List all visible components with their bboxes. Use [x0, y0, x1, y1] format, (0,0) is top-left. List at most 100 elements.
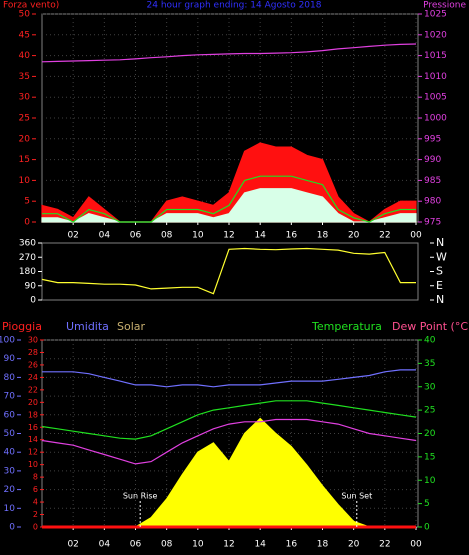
x-tick-label: 14 [254, 540, 266, 550]
y2-tick-label: 1025 [424, 10, 447, 20]
y2-tick-label: 30 [28, 336, 38, 345]
annotation-label: Sun Set [341, 492, 372, 501]
series-line [41, 43, 417, 63]
x-tick-label: 12 [223, 231, 234, 241]
y2-tick-label: 1005 [424, 93, 447, 103]
x-tick-label: 14 [254, 231, 266, 241]
x-tick-label: 20 [348, 540, 360, 550]
y2-tick-label: 990 [424, 155, 441, 165]
x-tick-label: 10 [192, 231, 204, 241]
y2-tick-label: E [436, 279, 443, 292]
y2-tick-label: 6 [33, 485, 38, 494]
x-tick-label: 10 [192, 540, 204, 550]
y-tick-label: 0 [30, 296, 36, 306]
y-tick-label: 360 [19, 239, 36, 249]
y-tick-label: 25 [19, 114, 30, 124]
y2-tick-label: S [436, 265, 443, 278]
x-tick-label: 18 [317, 540, 329, 550]
x-tick-label: 00 [410, 540, 422, 550]
y3-tick-label: 10 [424, 476, 436, 486]
series-line [41, 400, 417, 440]
y2-tick-label: 1020 [424, 30, 447, 40]
y2-tick-label: 18 [28, 410, 38, 419]
y2-tick-label: 24 [28, 373, 38, 382]
y2-tick-label: 1000 [424, 114, 447, 124]
x-tick-label: 12 [223, 540, 234, 550]
chart-title: 24 hour graph ending: 14 Agosto 2018 [147, 1, 322, 11]
y-tick-label: 270 [19, 253, 36, 263]
y3-tick-label: 40 [424, 336, 436, 346]
y2-tick-label: 4 [33, 498, 38, 507]
y-tick-label: 50 [4, 429, 16, 439]
y2-tick-label: 10 [28, 460, 38, 469]
x-tick-label: 16 [286, 231, 298, 241]
y2-tick-label: 20 [28, 398, 38, 407]
series-line [42, 175, 416, 223]
y-tick-label: 40 [4, 448, 16, 458]
x-tick-label: 16 [286, 540, 298, 550]
y3-tick-label: 5 [424, 499, 430, 509]
x-tick-label: 02 [67, 231, 78, 241]
x-tick-label: 06 [130, 231, 142, 241]
y2-tick-label: N [436, 236, 444, 249]
y2-tick-label: 26 [28, 360, 38, 369]
x-tick-label: 18 [317, 231, 329, 241]
y-tick-label: 180 [19, 267, 36, 277]
y2-tick-label: 980 [424, 197, 441, 207]
x-tick-label: 08 [161, 231, 173, 241]
y2-tick-label: 1010 [424, 72, 447, 82]
series-line [41, 247, 416, 295]
x-tick-label: 02 [67, 540, 78, 550]
y-tick-label: 45 [19, 30, 30, 40]
y-tick-label: 80 [4, 373, 16, 383]
y2-tick-label: 8 [33, 473, 38, 482]
y2-axis-title: Pressione [423, 1, 466, 11]
y3-tick-label: 15 [424, 452, 435, 462]
x-tick-label: 04 [99, 540, 111, 550]
y2-tick-label: 16 [28, 423, 38, 432]
series-area [41, 188, 417, 223]
y2-tick-label: 0 [33, 523, 38, 532]
y-tick-label: 30 [19, 93, 31, 103]
legend-label: Dew Point (°C) [392, 320, 469, 333]
y-tick-label: 60 [4, 410, 16, 420]
y3-tick-label: 20 [424, 429, 436, 439]
annotation-label: Sun Rise [123, 492, 158, 501]
series-line [41, 418, 417, 465]
y-tick-label: 15 [19, 155, 30, 165]
series-line [42, 369, 416, 388]
y-tick-label: 40 [19, 51, 31, 61]
y-tick-label: 35 [19, 72, 30, 82]
y-axis-title: Forza vento) [3, 1, 59, 11]
y-tick-label: 0 [9, 523, 15, 533]
y2-tick-label: 28 [28, 348, 38, 357]
y2-tick-label: 2 [33, 510, 38, 519]
y-tick-label: 30 [4, 466, 16, 476]
legend-label: Umidita [66, 320, 109, 333]
y-tick-label: 100 [0, 336, 15, 346]
y2-tick-label: 975 [424, 218, 441, 228]
y2-tick-label: W [436, 250, 447, 263]
y2-tick-label: 995 [424, 134, 441, 144]
y3-tick-label: 25 [424, 406, 435, 416]
x-tick-label: 22 [379, 540, 390, 550]
x-tick-label: 22 [379, 231, 390, 241]
y-tick-label: 20 [19, 134, 31, 144]
y2-tick-label: 985 [424, 176, 441, 186]
y-tick-label: 90 [25, 281, 37, 291]
y2-tick-label: N [436, 293, 444, 306]
x-tick-label: 20 [348, 231, 360, 241]
y-tick-label: 20 [4, 485, 16, 495]
legend-label: Pioggia [2, 320, 42, 333]
x-tick-label: 04 [99, 231, 111, 241]
y3-tick-label: 30 [424, 382, 436, 392]
y-tick-label: 50 [19, 10, 31, 20]
y-tick-label: 90 [4, 354, 16, 364]
x-tick-label: 00 [410, 231, 422, 241]
y-tick-label: 10 [4, 504, 16, 514]
y-tick-label: 0 [24, 218, 30, 228]
x-tick-label: 08 [161, 540, 173, 550]
y-tick-label: 5 [24, 197, 30, 207]
y-tick-label: 10 [19, 176, 31, 186]
